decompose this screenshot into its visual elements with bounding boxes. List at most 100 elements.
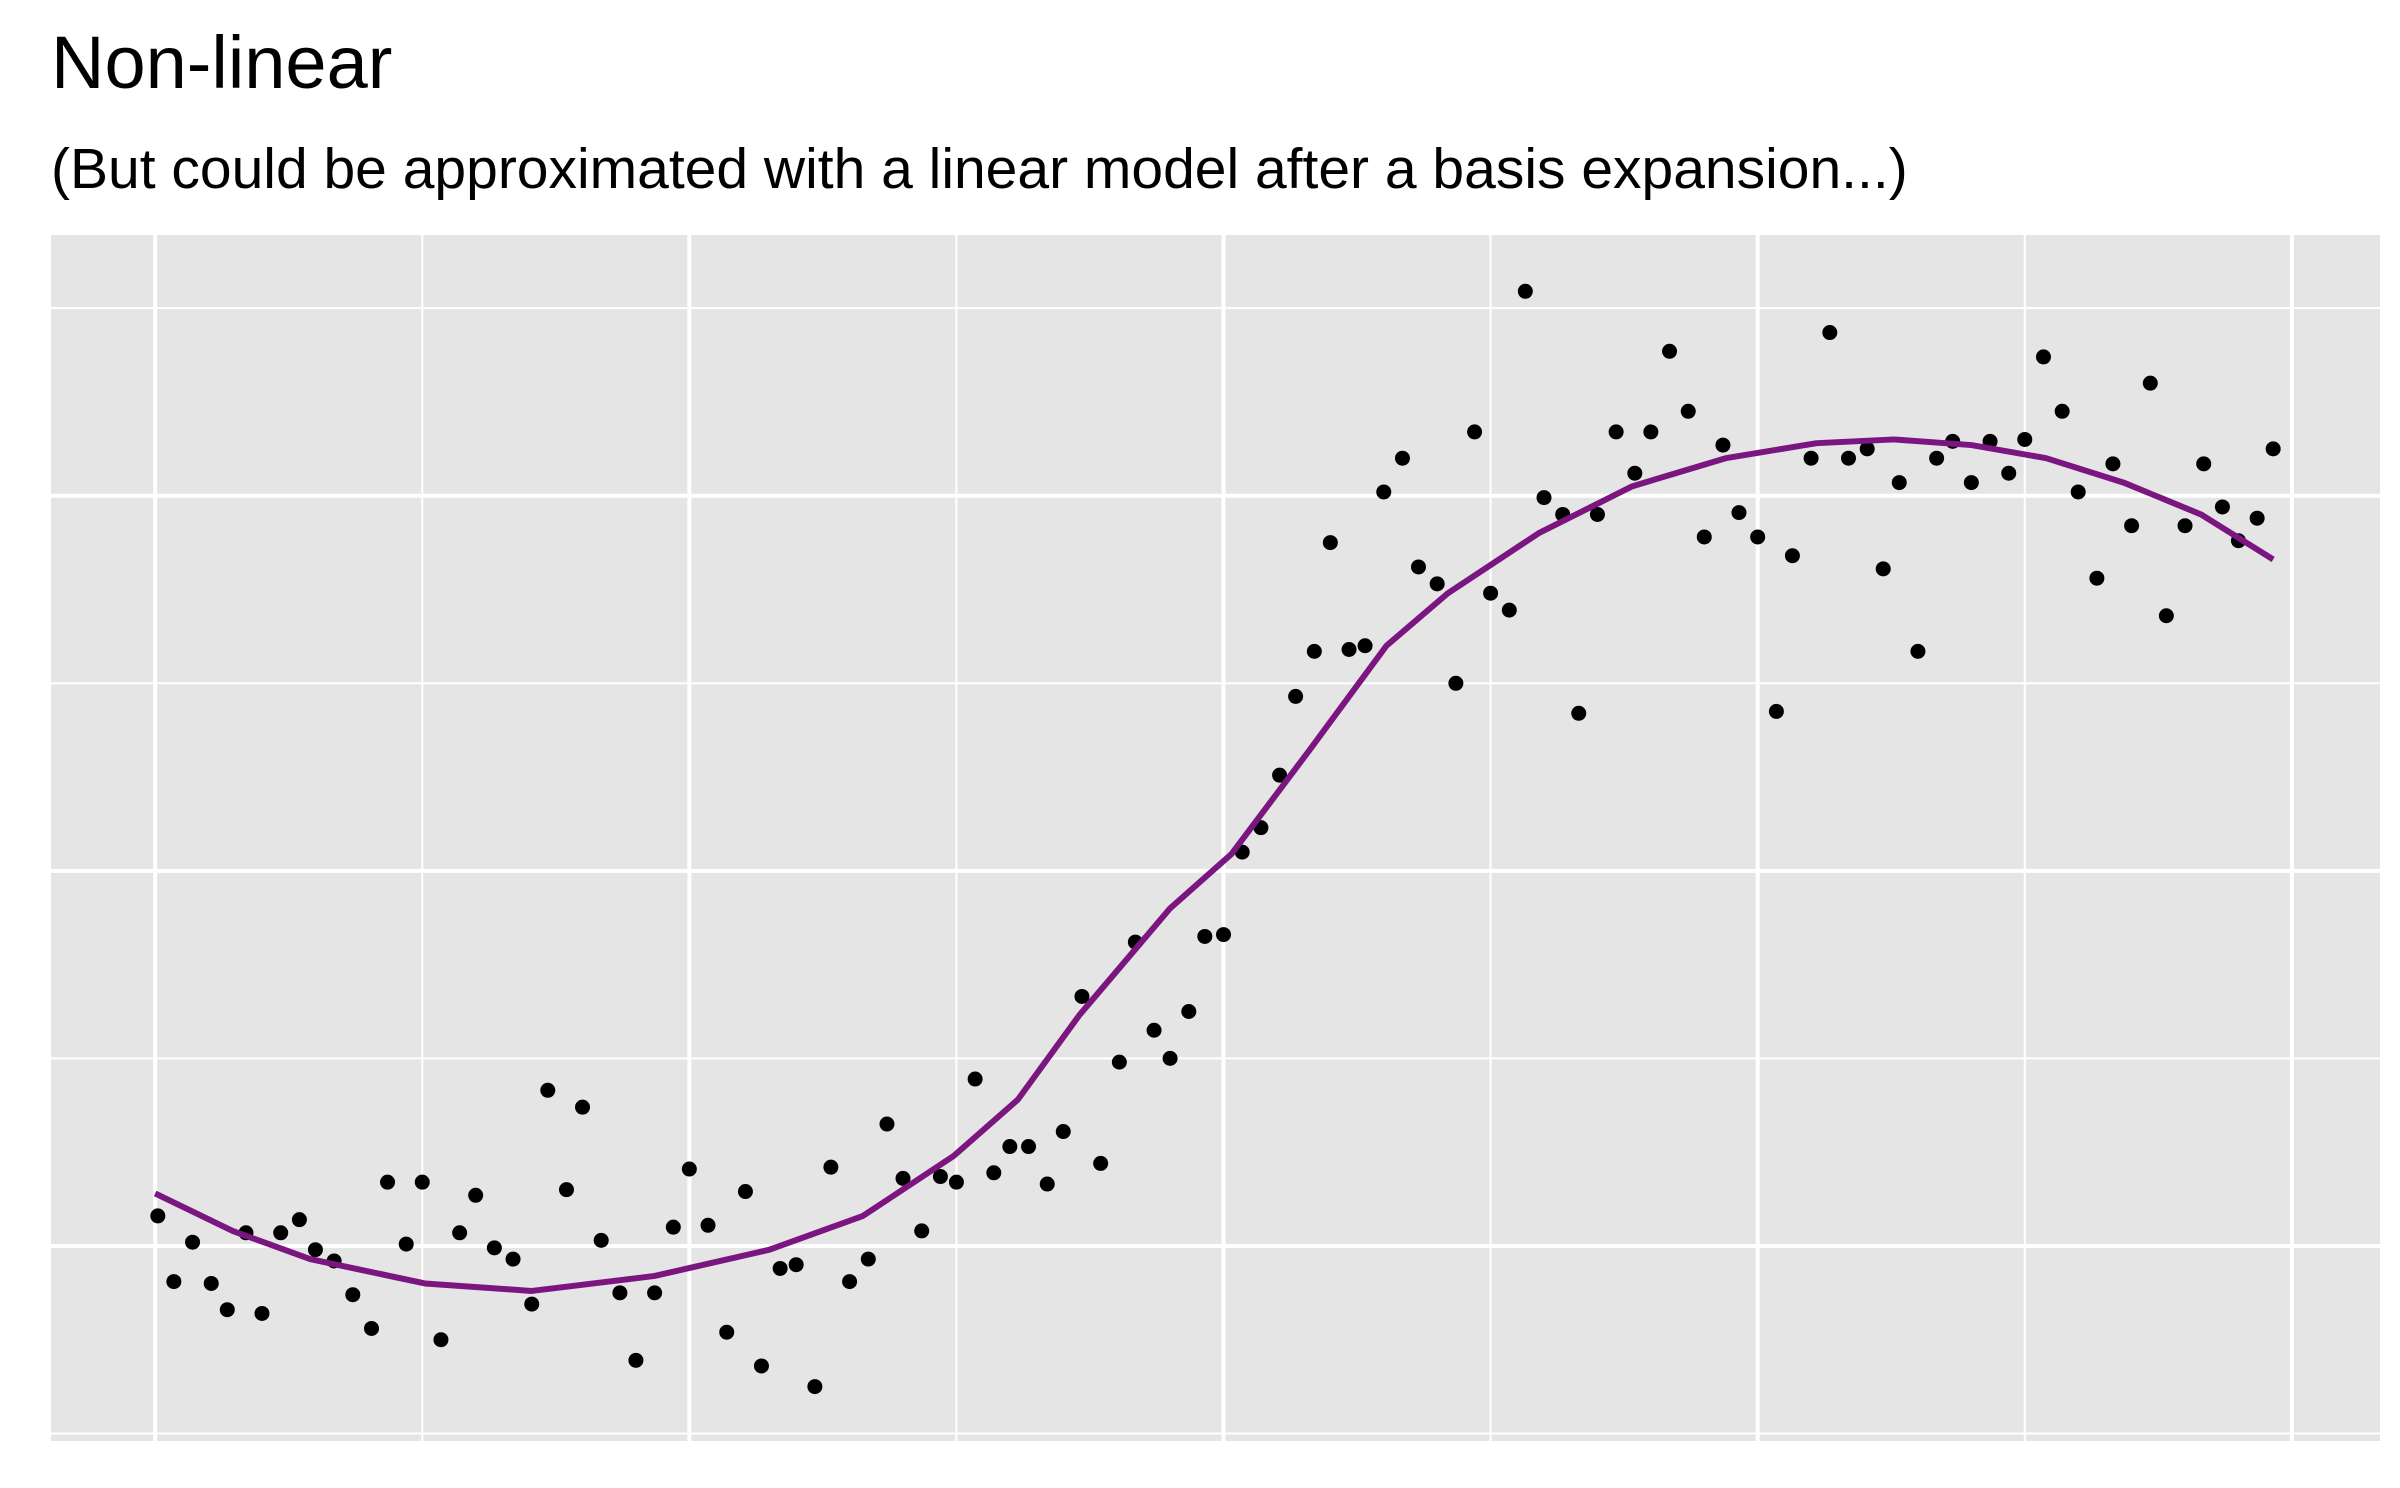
point xyxy=(753,1358,769,1374)
point xyxy=(575,1099,591,1115)
point xyxy=(1197,928,1213,944)
point xyxy=(1093,1155,1109,1171)
point xyxy=(1822,325,1838,341)
point xyxy=(1803,450,1819,466)
point xyxy=(2035,349,2051,365)
point xyxy=(150,1208,166,1224)
point xyxy=(1680,403,1696,419)
point xyxy=(1483,585,1499,601)
point xyxy=(1357,638,1373,654)
point xyxy=(452,1225,468,1241)
point xyxy=(1322,535,1338,551)
point xyxy=(879,1116,895,1132)
point xyxy=(524,1296,540,1312)
point xyxy=(700,1217,716,1233)
point xyxy=(1272,767,1288,783)
point xyxy=(2001,465,2017,481)
point xyxy=(2196,456,2212,472)
point xyxy=(1002,1139,1018,1155)
point xyxy=(628,1352,644,1368)
point xyxy=(1074,988,1090,1004)
point xyxy=(612,1285,628,1301)
point xyxy=(2054,403,2070,419)
chart-title: Non-linear xyxy=(51,21,392,104)
point xyxy=(2158,608,2174,624)
point xyxy=(593,1232,609,1248)
point xyxy=(1039,1176,1055,1192)
point xyxy=(1750,529,1766,545)
point xyxy=(1341,642,1357,658)
point xyxy=(1875,561,1891,577)
point xyxy=(558,1182,574,1198)
point xyxy=(1859,441,1875,457)
point xyxy=(398,1236,414,1252)
point xyxy=(486,1240,502,1256)
point xyxy=(2249,510,2265,526)
point xyxy=(1608,424,1624,440)
point xyxy=(1181,1003,1197,1019)
point xyxy=(2214,499,2230,515)
point xyxy=(1731,505,1747,521)
point xyxy=(647,1285,663,1301)
point xyxy=(414,1174,430,1190)
point xyxy=(1891,475,1907,491)
point xyxy=(468,1187,484,1203)
point xyxy=(291,1212,307,1228)
point xyxy=(2265,441,2281,457)
point xyxy=(1784,548,1800,564)
point xyxy=(203,1275,219,1291)
point xyxy=(2070,484,2086,500)
point xyxy=(1055,1124,1071,1140)
point xyxy=(1288,688,1304,704)
point xyxy=(1162,1050,1178,1066)
point xyxy=(986,1165,1002,1181)
point xyxy=(1467,424,1483,440)
point xyxy=(823,1159,839,1175)
point xyxy=(665,1219,681,1235)
point xyxy=(932,1169,948,1185)
point xyxy=(185,1234,201,1250)
point xyxy=(681,1161,697,1177)
point xyxy=(1517,283,1533,299)
point xyxy=(166,1274,182,1290)
point xyxy=(1768,703,1784,719)
point xyxy=(433,1332,449,1348)
point xyxy=(1021,1139,1037,1155)
point xyxy=(219,1302,235,1318)
point xyxy=(842,1274,858,1290)
point xyxy=(1696,529,1712,545)
point xyxy=(1715,437,1731,453)
point xyxy=(2017,431,2033,447)
point xyxy=(505,1251,521,1267)
point xyxy=(2124,518,2140,534)
point xyxy=(2177,518,2193,534)
point xyxy=(1929,450,1945,466)
point xyxy=(307,1242,323,1258)
point xyxy=(1394,450,1410,466)
point xyxy=(380,1174,396,1190)
point xyxy=(1501,602,1517,618)
point xyxy=(772,1260,788,1276)
point xyxy=(948,1174,964,1190)
point xyxy=(807,1379,823,1395)
point xyxy=(1410,559,1426,575)
point xyxy=(1111,1054,1127,1070)
point xyxy=(1306,643,1322,659)
point xyxy=(1662,343,1678,359)
point xyxy=(364,1320,380,1336)
point xyxy=(967,1071,983,1087)
point xyxy=(1963,475,1979,491)
smooth-line xyxy=(153,436,2275,1294)
point xyxy=(1216,927,1232,943)
plot-panel xyxy=(51,235,2380,1441)
point xyxy=(1448,675,1464,691)
point xyxy=(895,1170,911,1186)
point xyxy=(540,1082,556,1098)
point xyxy=(345,1287,361,1303)
point xyxy=(719,1324,735,1340)
point xyxy=(860,1251,876,1267)
point xyxy=(2089,570,2105,586)
chart-subtitle: (But could be approximated with a linear… xyxy=(51,137,1908,201)
point xyxy=(1589,506,1605,522)
point xyxy=(1536,490,1552,506)
